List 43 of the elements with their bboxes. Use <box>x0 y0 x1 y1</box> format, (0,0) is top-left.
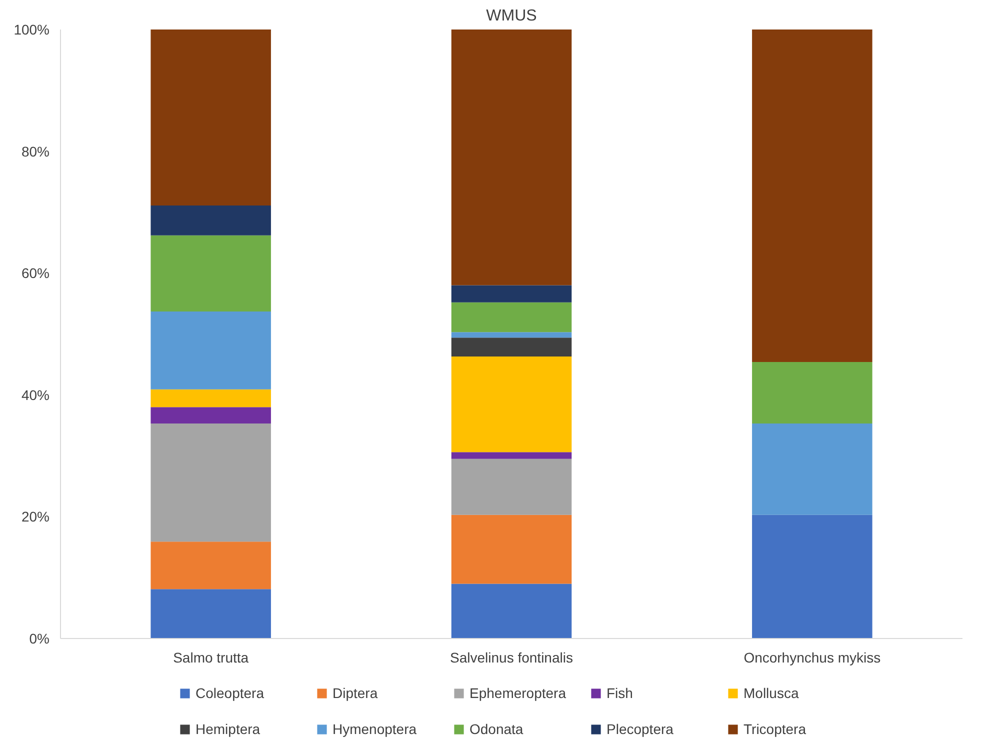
bar <box>752 30 872 362</box>
bar <box>451 338 572 357</box>
y-tick-label: 40% <box>21 386 50 403</box>
y-tick-label: 60% <box>21 265 50 282</box>
y-tick-label: 20% <box>21 508 50 525</box>
legend-label: Diptera <box>332 684 379 700</box>
y-tick-label: 0% <box>29 630 50 646</box>
legend-label: Plecoptera <box>606 720 674 736</box>
legend-label: Odonata <box>470 720 524 736</box>
bar <box>451 452 572 459</box>
bar <box>150 30 271 206</box>
bar <box>752 514 872 638</box>
bar <box>752 362 872 424</box>
chart-title: WMUS <box>486 8 537 24</box>
y-tick-label: 80% <box>21 143 50 160</box>
bar <box>451 356 572 452</box>
y-tick-label: 100% <box>14 22 50 38</box>
bar <box>150 389 271 408</box>
bar <box>451 30 572 286</box>
bar <box>451 332 572 338</box>
x-tick-label: Salvelinus fontinalis <box>450 650 573 666</box>
bar <box>451 302 572 332</box>
bar <box>451 285 572 302</box>
legend-label: Coleoptera <box>196 684 265 700</box>
legend-label: Ephemeroptera <box>470 684 568 700</box>
bar <box>451 584 572 638</box>
x-tick-label: Salmo trutta <box>173 650 249 666</box>
x-tick-label: Oncorhynchus mykiss <box>744 650 881 666</box>
bar <box>752 424 872 515</box>
bar <box>150 407 271 424</box>
bar <box>150 424 271 542</box>
bar <box>451 514 572 584</box>
legend-label: Hymenoptera <box>332 720 418 736</box>
legend-label: Hemiptera <box>196 720 262 736</box>
bar <box>150 589 271 638</box>
legend-label: Mollusca <box>744 684 800 700</box>
bar <box>451 458 572 515</box>
bar <box>150 311 271 390</box>
bar <box>150 206 271 236</box>
bar <box>150 235 271 312</box>
legend-label: Fish <box>606 684 634 700</box>
bar <box>150 542 271 590</box>
legend-label: Tricoptera <box>744 720 808 736</box>
